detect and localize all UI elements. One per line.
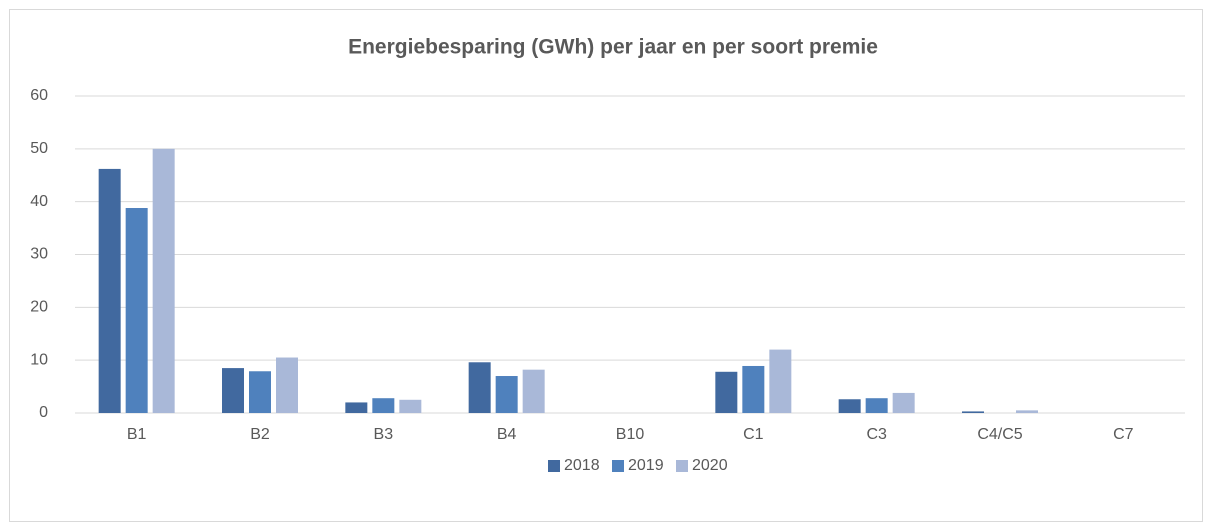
bar	[769, 349, 792, 413]
x-tick-label: C1	[743, 426, 764, 443]
x-tick-label: B2	[250, 426, 270, 443]
bar	[468, 362, 491, 413]
bar	[372, 398, 395, 413]
legend-swatch	[548, 460, 560, 472]
legend-swatch	[676, 460, 688, 472]
x-tick-label: C7	[1113, 426, 1134, 443]
bar	[222, 368, 244, 413]
y-tick-label: 20	[30, 299, 48, 316]
legend-swatch	[612, 460, 624, 472]
legend-label: 2018	[564, 457, 600, 474]
chart-title: Energiebesparing (GWh) per jaar en per s…	[348, 36, 878, 59]
bar	[399, 399, 422, 413]
chart-border	[9, 9, 1203, 522]
bar	[522, 369, 545, 413]
bar	[249, 371, 271, 413]
bar	[276, 357, 298, 413]
x-tick-label: B3	[374, 426, 394, 443]
x-tick-label: B10	[616, 426, 645, 443]
x-tick-label: B4	[497, 426, 517, 443]
legend-label: 2019	[628, 457, 664, 474]
bar	[345, 402, 368, 413]
x-tick-label: C4/C5	[977, 426, 1022, 443]
bar	[1016, 410, 1038, 413]
bar	[892, 392, 915, 413]
bar	[152, 148, 175, 414]
bar	[742, 365, 765, 413]
bar	[125, 208, 148, 413]
y-tick-label: 50	[30, 140, 48, 157]
bar	[715, 371, 738, 413]
legend-label: 2020	[692, 457, 728, 474]
y-tick-label: 10	[30, 351, 48, 368]
bar	[962, 411, 984, 413]
y-tick-label: 60	[30, 87, 48, 104]
bar	[865, 398, 888, 413]
y-tick-label: 30	[30, 246, 48, 263]
x-tick-label: C3	[866, 426, 887, 443]
bar	[98, 168, 121, 413]
y-tick-label: 0	[39, 404, 48, 421]
y-tick-label: 40	[30, 193, 48, 210]
bar	[495, 376, 518, 413]
bar	[838, 399, 861, 413]
x-tick-label: B1	[127, 426, 147, 443]
